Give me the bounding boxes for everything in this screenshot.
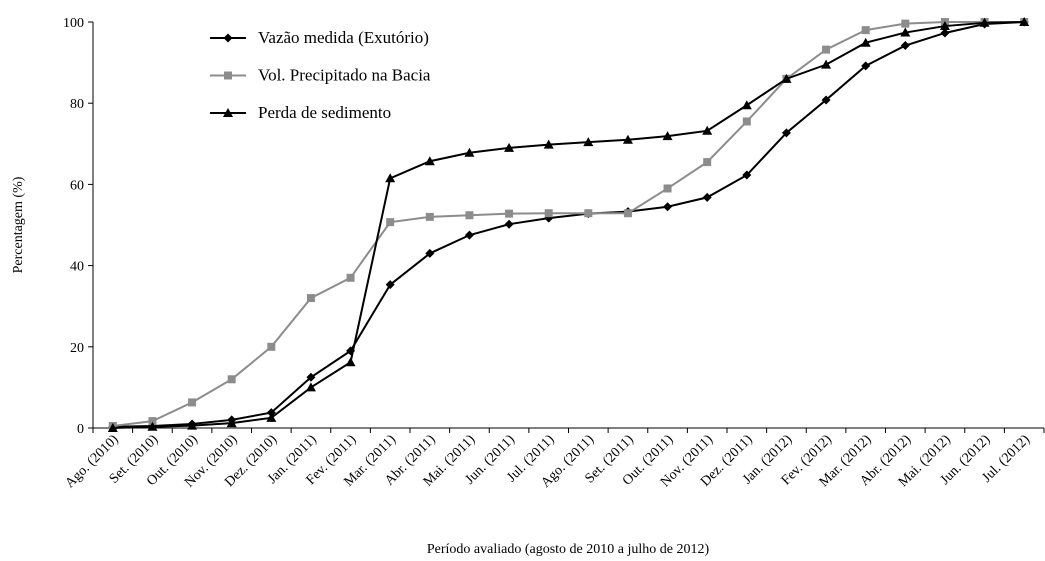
data-point xyxy=(266,412,277,422)
series-line xyxy=(112,21,1025,428)
data-point xyxy=(663,184,672,193)
data-point xyxy=(741,100,752,110)
y-tick-label: 60 xyxy=(70,178,84,193)
data-point xyxy=(742,170,752,180)
legend-label: Vazão medida (Exutório) xyxy=(258,28,429,47)
data-point xyxy=(267,342,276,351)
series-line xyxy=(112,21,1025,429)
data-point xyxy=(822,45,831,54)
data-point xyxy=(861,26,870,35)
data-point xyxy=(662,131,673,141)
legend-marker xyxy=(223,108,233,117)
data-point xyxy=(742,117,751,126)
data-point xyxy=(147,421,158,431)
data-point xyxy=(702,192,712,202)
data-point xyxy=(188,398,197,407)
y-axis-title: Percentagem (%) xyxy=(11,176,26,273)
data-point xyxy=(900,27,911,37)
data-point xyxy=(623,209,632,218)
data-point xyxy=(266,408,276,418)
data-point xyxy=(583,137,594,147)
data-point xyxy=(702,125,713,135)
y-tick-label: 20 xyxy=(70,341,84,356)
data-point xyxy=(821,59,832,69)
data-point xyxy=(781,128,791,138)
data-point xyxy=(464,147,475,157)
data-point xyxy=(305,382,316,392)
y-tick-label: 40 xyxy=(70,260,84,275)
data-point xyxy=(861,61,871,71)
data-point xyxy=(385,173,396,183)
data-point xyxy=(544,209,553,218)
data-point xyxy=(346,273,355,282)
data-point xyxy=(781,73,792,83)
series-line xyxy=(112,21,1025,427)
y-tick-label: 100 xyxy=(63,16,84,31)
data-point xyxy=(505,209,514,218)
legend-label: Vol. Precipitado na Bacia xyxy=(258,66,431,85)
data-point xyxy=(345,357,356,367)
data-point xyxy=(425,212,434,221)
data-point xyxy=(1019,17,1030,26)
data-point xyxy=(306,294,315,303)
data-point xyxy=(386,218,395,227)
x-axis-title: Período avaliado (agosto de 2010 a julho… xyxy=(427,542,710,557)
data-point xyxy=(663,202,673,212)
data-point xyxy=(504,219,514,229)
data-point xyxy=(821,95,831,105)
data-point xyxy=(227,375,236,384)
legend-label: Perda de sedimento xyxy=(258,103,391,122)
data-point xyxy=(504,142,515,152)
data-point xyxy=(940,28,950,38)
data-point xyxy=(584,209,593,218)
data-point xyxy=(622,134,633,144)
data-point xyxy=(425,248,435,258)
legend-marker xyxy=(224,71,232,80)
data-point xyxy=(465,211,474,220)
data-point xyxy=(306,372,316,382)
data-point xyxy=(543,139,554,149)
data-point xyxy=(385,280,395,290)
legend-marker xyxy=(223,33,233,43)
data-point xyxy=(187,420,198,430)
data-point xyxy=(703,158,712,167)
data-point xyxy=(901,19,910,28)
data-point xyxy=(939,21,950,31)
data-point xyxy=(979,17,990,27)
data-point xyxy=(107,423,118,432)
data-point xyxy=(860,37,871,47)
data-point xyxy=(226,418,237,428)
data-point xyxy=(464,230,474,240)
y-tick-label: 0 xyxy=(77,422,84,437)
data-point xyxy=(148,417,157,426)
y-tick-label: 80 xyxy=(70,97,84,112)
data-point xyxy=(900,41,910,51)
data-point xyxy=(424,156,435,166)
